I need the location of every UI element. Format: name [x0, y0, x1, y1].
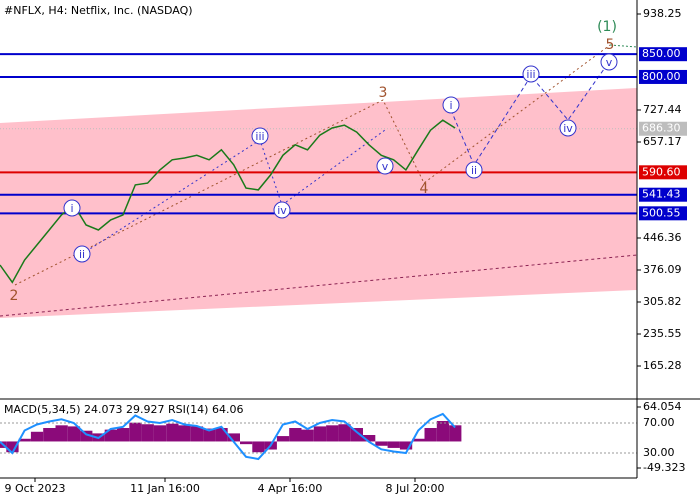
macd-bar	[104, 429, 117, 442]
level-box	[639, 206, 687, 221]
macd-bar	[338, 424, 351, 442]
current-price-box	[639, 121, 687, 136]
wave-label: 3	[379, 85, 388, 101]
wave-label: 2	[10, 288, 19, 304]
wave-label: 4	[420, 181, 429, 197]
level-label: 500.55	[642, 206, 681, 219]
wave-circle	[600, 53, 618, 71]
y-tick-label: 305.82	[643, 295, 682, 308]
y-tick-label: 235.55	[643, 327, 682, 340]
macd-bar	[166, 423, 179, 442]
wave-circle-label: iv	[563, 122, 573, 135]
channel	[0, 88, 637, 318]
y-tick-label: 446.36	[643, 231, 682, 244]
x-tick-label: 9 Oct 2023	[4, 482, 65, 495]
wave-circle	[273, 201, 291, 219]
macd-bar	[18, 438, 31, 442]
macd-bar	[227, 433, 240, 442]
level-label: 590.60	[642, 165, 681, 178]
macd-bar	[424, 428, 437, 442]
y-tick-label: 165.28	[643, 359, 682, 372]
channel-line	[0, 254, 638, 317]
macd-bar	[6, 441, 19, 453]
x-tick-label: 11 Jan 16:00	[130, 482, 200, 495]
chart-title: #NFLX, H4: Netflix, Inc. (NASDAQ)	[4, 4, 193, 17]
level-label: 541.43	[642, 188, 681, 201]
wave-circle-label: ii	[471, 164, 477, 177]
macd-bar	[387, 441, 400, 448]
y-tick-label: 727.44	[643, 103, 682, 116]
macd-bar	[326, 425, 339, 442]
macd-bar	[80, 430, 93, 442]
wave-label: 5	[606, 37, 615, 53]
macd-bar	[67, 426, 81, 442]
macd-bar	[350, 428, 363, 442]
x-tick-label: 8 Jul 20:00	[386, 482, 445, 495]
wave-label: (1)	[597, 19, 617, 35]
y-tick-label: 64.054	[643, 400, 682, 413]
y2-tick-label: 70.00	[643, 416, 675, 429]
indicator-title: MACD(5,34,5) 24.073 29.927 RSI(14) 64.06	[4, 403, 243, 416]
macd-bar	[190, 426, 204, 442]
macd-bar	[117, 428, 130, 442]
wave-circle-label: v	[382, 160, 389, 173]
y-tick-label: 938.25	[643, 7, 682, 20]
rsi-line	[0, 412, 456, 461]
wave-circle-label: i	[449, 99, 452, 112]
wave-circle	[251, 127, 269, 145]
level-box	[639, 47, 687, 62]
wave-circle	[465, 161, 483, 179]
level-box	[639, 69, 687, 84]
y-tick-label: 376.09	[643, 263, 682, 276]
macd-bar	[141, 424, 154, 442]
macd-bar	[301, 429, 314, 442]
macd-bar	[399, 441, 413, 450]
current-price-label: 686.30	[642, 122, 681, 135]
macd-bar	[436, 421, 450, 442]
macd-bar	[43, 428, 56, 442]
macd-bar	[412, 438, 425, 442]
macd-bar	[363, 435, 376, 442]
wave-circle-label: v	[606, 56, 613, 69]
wave-circle	[559, 119, 577, 137]
macd-bar	[153, 425, 167, 442]
macd-bar	[289, 428, 302, 442]
level-label: 800.00	[642, 70, 681, 83]
macd-bar	[252, 441, 265, 453]
wave-circle	[442, 96, 460, 114]
macd-bar	[203, 428, 216, 442]
y-tick-label: -49.323	[643, 461, 685, 474]
macd-bar	[30, 431, 44, 442]
wave-line	[609, 44, 638, 48]
macd-bar	[178, 425, 191, 442]
macd-bar	[215, 428, 228, 442]
wave-circle-label: iv	[277, 204, 287, 217]
wave-circle	[376, 157, 394, 175]
macd-bar	[276, 436, 290, 442]
y2-tick-label: 30.00	[643, 446, 675, 459]
wave-circle-label: iii	[526, 68, 535, 81]
wave-line	[14, 44, 611, 286]
level-box	[639, 187, 687, 202]
wave-circle-label: iii	[255, 130, 264, 143]
macd-bar	[240, 441, 253, 445]
wave-circle	[73, 245, 91, 263]
macd-bar	[55, 425, 68, 442]
level-box	[639, 165, 687, 180]
macd-bar	[313, 426, 327, 442]
macd-bar	[375, 441, 388, 446]
wave-circle-label: ii	[79, 248, 85, 261]
wave-circle	[63, 199, 81, 217]
wave-circle	[522, 65, 540, 83]
macd-bar	[129, 422, 142, 442]
wave-circle-label: i	[70, 202, 73, 215]
macd-bar	[449, 425, 462, 442]
level-label: 850.00	[642, 47, 681, 60]
y-tick-label: 657.17	[643, 135, 682, 148]
projection-line	[450, 61, 610, 167]
x-tick-label: 4 Apr 16:00	[258, 482, 323, 495]
